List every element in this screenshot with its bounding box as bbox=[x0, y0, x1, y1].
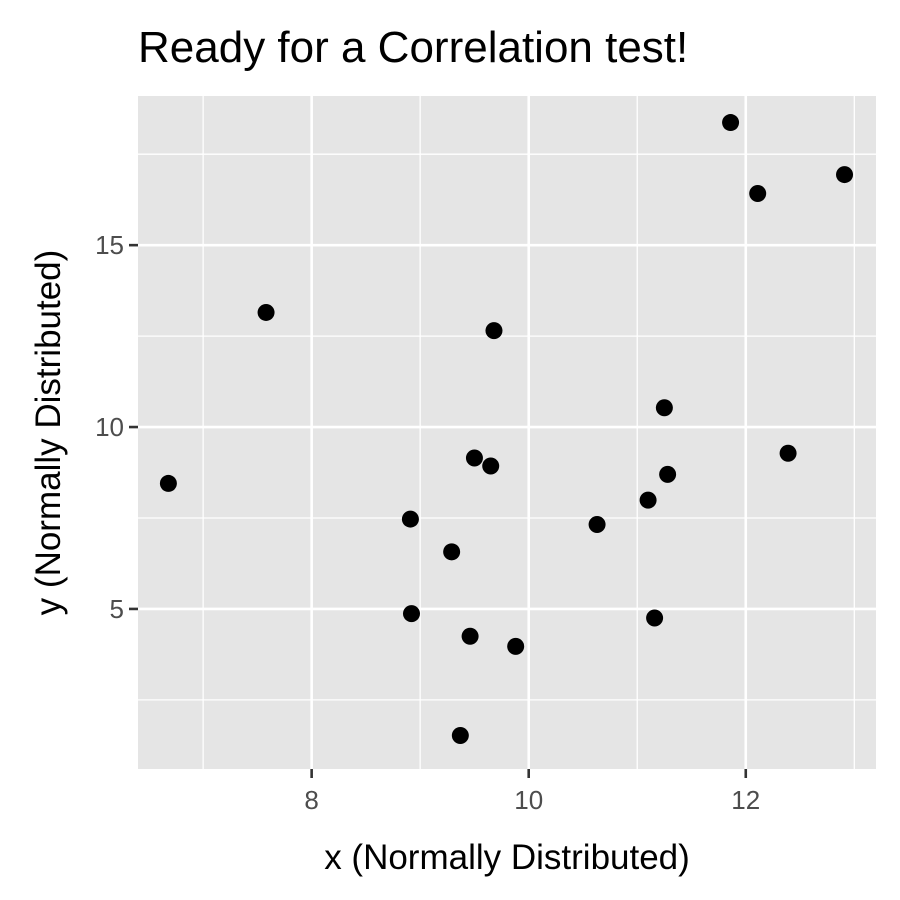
y-axis-title: y (Normally Distributed) bbox=[29, 250, 68, 616]
data-point bbox=[443, 543, 461, 561]
data-point bbox=[659, 465, 677, 483]
chart-title: Ready for a Correlation test! bbox=[138, 23, 688, 72]
data-point bbox=[507, 637, 525, 655]
data-point bbox=[402, 605, 420, 623]
data-point bbox=[257, 303, 275, 321]
data-point bbox=[588, 516, 606, 534]
data-points bbox=[159, 114, 854, 745]
x-axis-title: x (Normally Distributed) bbox=[324, 838, 690, 877]
x-tick-label: 12 bbox=[731, 785, 760, 815]
y-axis: 5 10 15 bbox=[95, 230, 138, 624]
data-point bbox=[159, 474, 177, 492]
data-point bbox=[722, 114, 740, 132]
data-point bbox=[485, 322, 503, 340]
data-point bbox=[461, 627, 479, 645]
data-point bbox=[655, 399, 673, 417]
y-tick-label: 5 bbox=[110, 594, 124, 624]
data-point bbox=[465, 449, 483, 467]
y-tick-label: 15 bbox=[95, 230, 124, 260]
y-tick-label: 10 bbox=[95, 412, 124, 442]
major-gridlines bbox=[138, 96, 876, 769]
minor-gridlines bbox=[138, 96, 876, 769]
x-axis: 8 10 12 bbox=[304, 769, 760, 815]
x-tick-label: 8 bbox=[304, 785, 318, 815]
plot-panel bbox=[138, 96, 876, 769]
data-point bbox=[779, 444, 797, 462]
data-point bbox=[646, 609, 664, 627]
x-tick-label: 10 bbox=[514, 785, 543, 815]
data-point bbox=[482, 457, 500, 475]
data-point bbox=[836, 166, 854, 184]
data-point bbox=[639, 491, 657, 509]
data-point bbox=[401, 510, 419, 528]
data-point bbox=[451, 727, 469, 745]
data-point bbox=[749, 184, 767, 202]
